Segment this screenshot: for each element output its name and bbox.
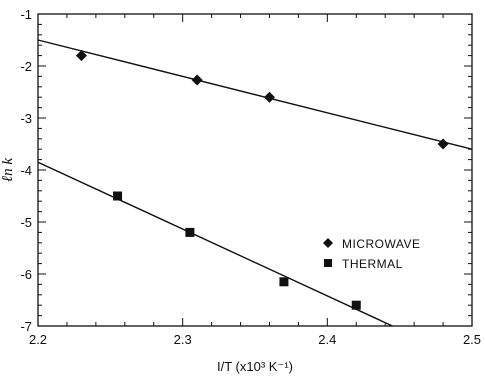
data-point-thermal [351,300,361,310]
plot-frame [37,13,473,327]
x-tick-label: 2.3 [174,332,192,347]
fit-line-thermal [37,161,393,327]
legend-marker-microwave [323,238,333,248]
data-point-thermal [185,227,195,237]
y-tick-label: -5 [20,215,32,230]
data-point-microwave [437,138,449,150]
y-tick-label: -2 [20,59,32,74]
data-point-thermal [113,191,123,201]
x-tick-label: 2.5 [463,332,481,347]
data-point-thermal [279,277,289,287]
legend-label-thermal: THERMAL [342,257,403,271]
data-point-microwave [191,74,203,86]
y-tick-label: -6 [20,267,32,282]
x-tick-label: 2.4 [318,332,336,347]
data-point-microwave [263,91,275,103]
data-point-microwave [75,50,87,62]
y-tick-label: -4 [20,163,32,178]
y-tick-label: -1 [20,7,32,22]
legend-marker-thermal [324,259,332,267]
y-axis-label: ℓn k [0,158,16,182]
x-axis-label: I/T (x10³ K⁻¹) [217,359,293,374]
x-tick-label: 2.2 [29,332,47,347]
legend-label-microwave: MICROWAVE [342,237,421,251]
y-tick-label: -7 [20,319,32,334]
fit-line-microwave [37,39,473,150]
y-tick-label: -3 [20,111,32,126]
